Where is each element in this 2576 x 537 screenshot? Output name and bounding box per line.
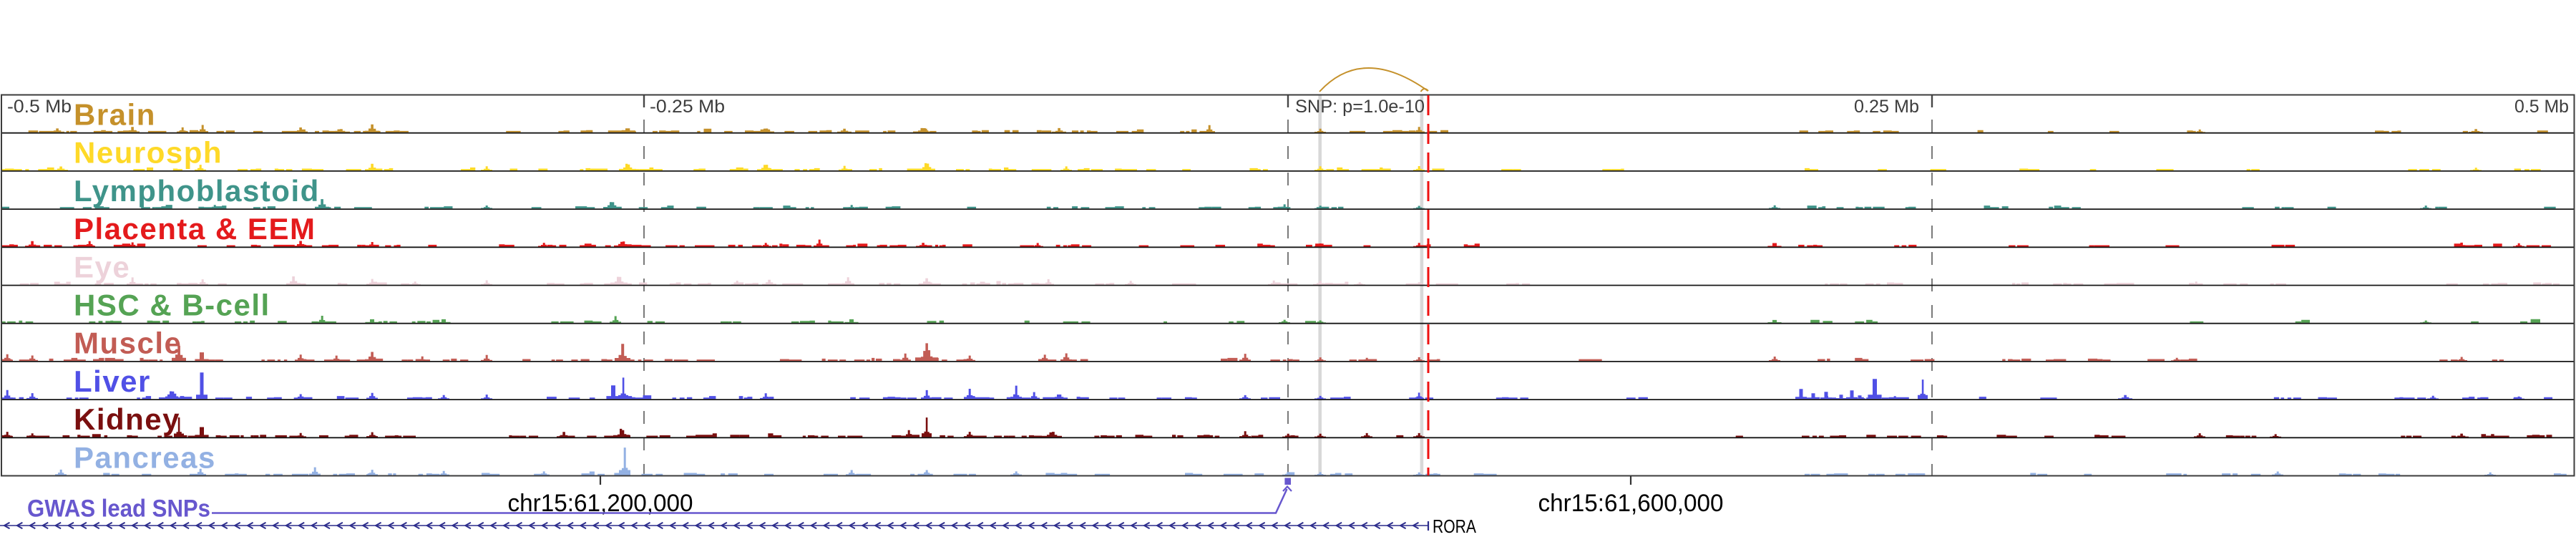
svg-text:GWAS lead SNPs: GWAS lead SNPs — [27, 495, 210, 523]
svg-text:Muscle: Muscle — [74, 326, 182, 360]
svg-text:Liver: Liver — [74, 364, 151, 398]
svg-text:-0.5 Mb: -0.5 Mb — [7, 97, 72, 117]
svg-text:Brain: Brain — [74, 98, 156, 132]
svg-text:0.5 Mb: 0.5 Mb — [2514, 97, 2569, 117]
svg-text:SNP: p=1.0e-10: SNP: p=1.0e-10 — [1295, 97, 1425, 117]
svg-text:Lymphoblastoid: Lymphoblastoid — [74, 174, 320, 208]
svg-text:0.25 Mb: 0.25 Mb — [1854, 97, 1919, 117]
svg-text:Kidney: Kidney — [74, 402, 180, 436]
svg-text:Eye: Eye — [74, 250, 130, 284]
svg-text:-0.25 Mb: -0.25 Mb — [650, 97, 725, 117]
svg-text:RORA: RORA — [1433, 516, 1477, 537]
svg-text:Pancreas: Pancreas — [74, 440, 216, 474]
svg-text:HSC & B-cell: HSC & B-cell — [74, 289, 270, 322]
svg-text:Neurosph: Neurosph — [74, 136, 223, 170]
svg-text:Placenta & EEM: Placenta & EEM — [74, 212, 316, 246]
svg-text:chr15:61,600,000: chr15:61,600,000 — [1538, 490, 1724, 517]
